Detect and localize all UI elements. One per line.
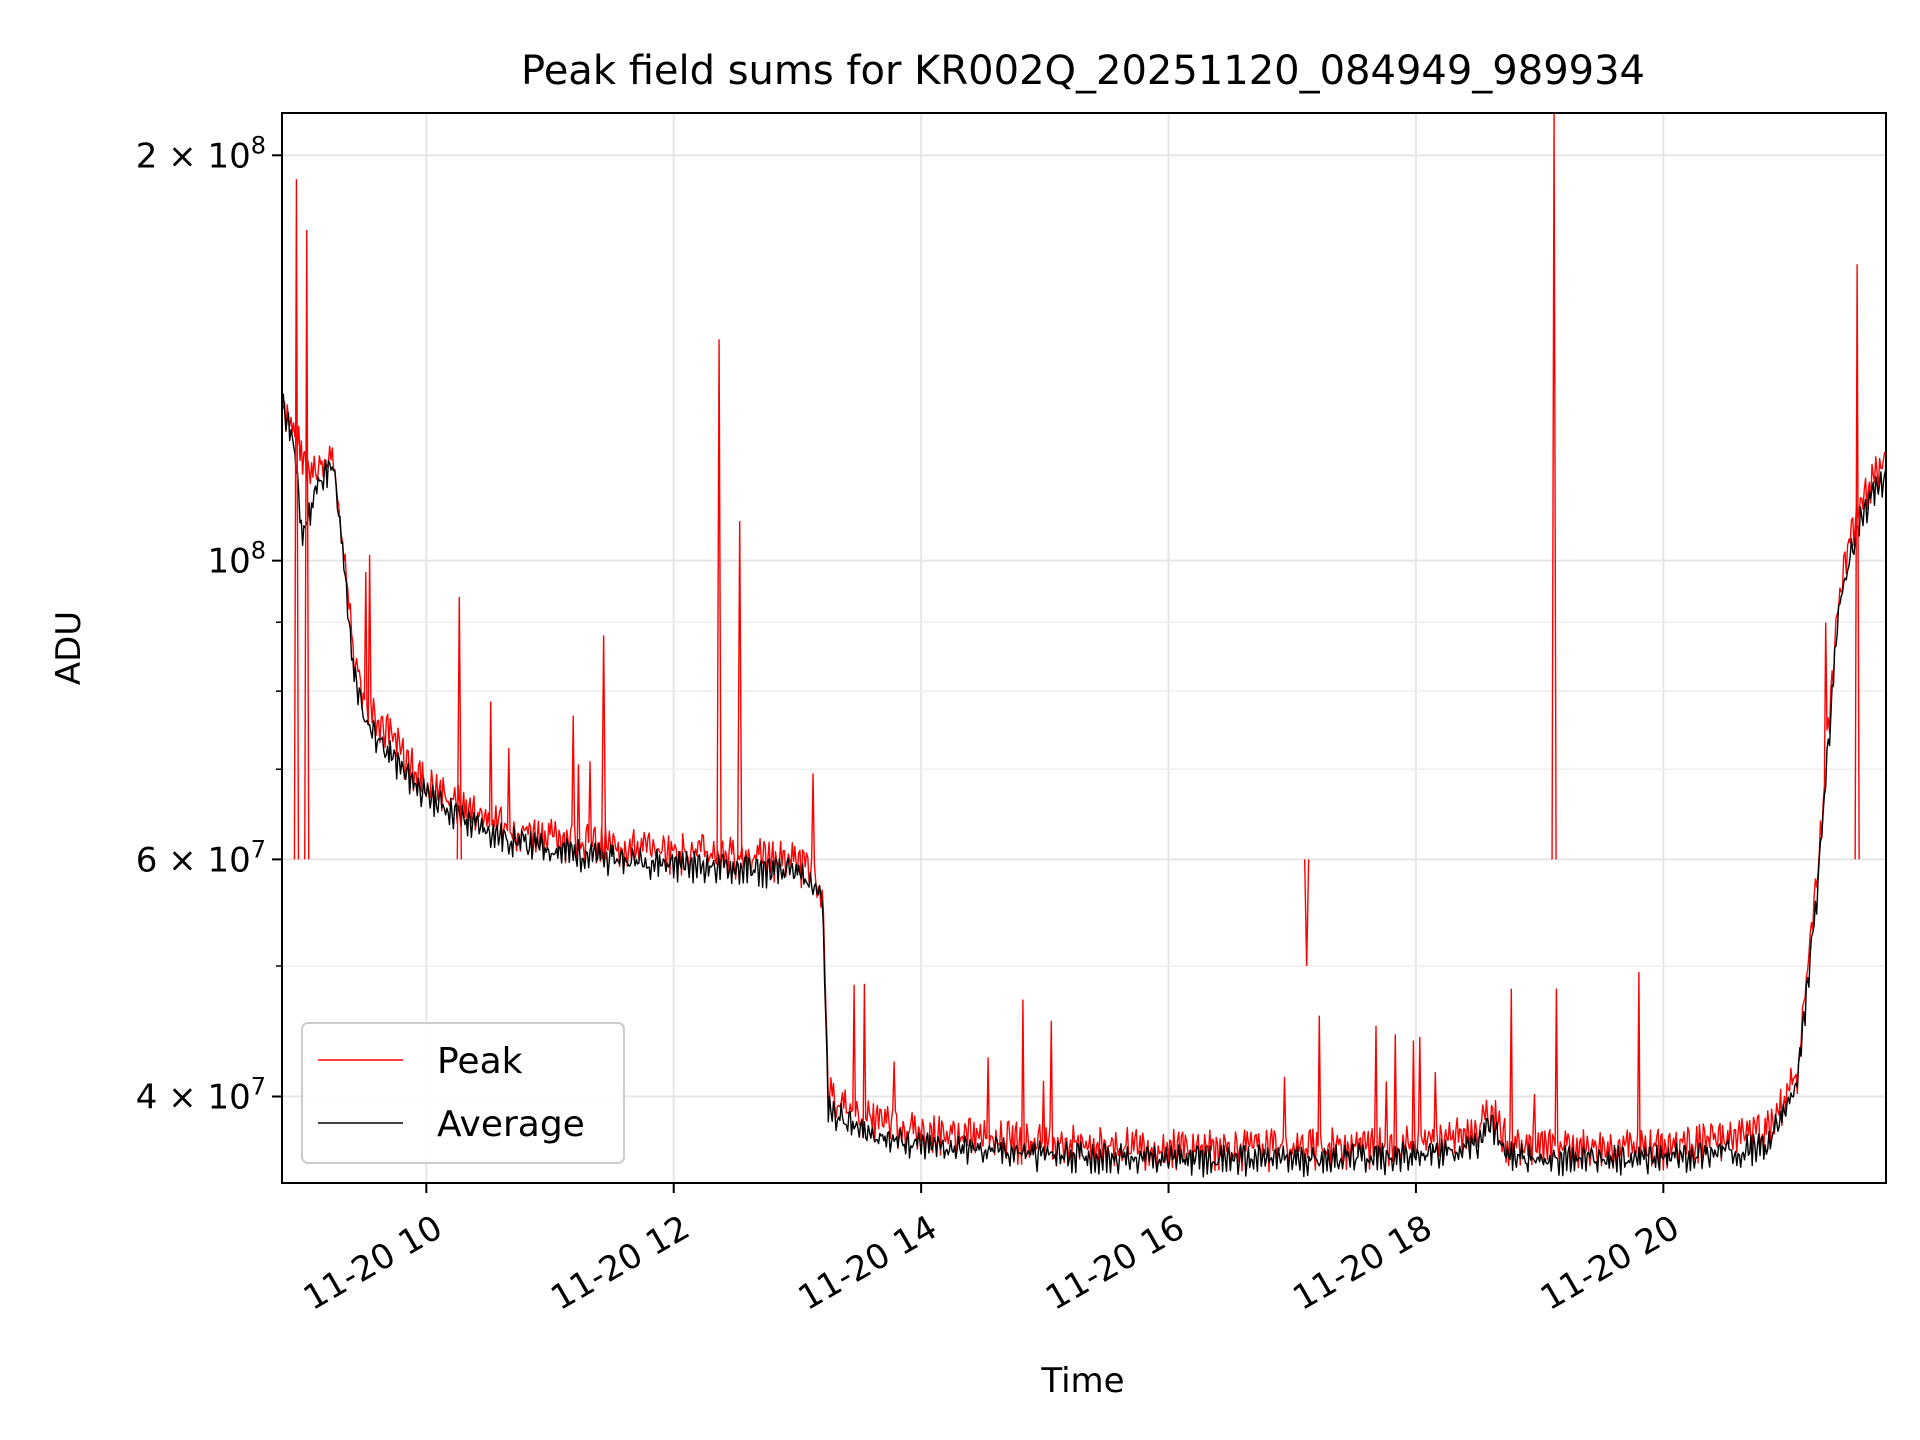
y-tick-base-1: 6 × 10	[136, 840, 251, 880]
peak-spike-6	[1303, 859, 1310, 967]
legend-peak-label: Peak	[437, 1041, 523, 1082]
peak-spike-2	[456, 596, 463, 860]
peak-spike-5	[736, 521, 743, 860]
chart-title: Peak field sums for KR002Q_20251120_0849…	[521, 48, 1645, 94]
legend-average-label: Average	[437, 1104, 585, 1145]
y-tick-label-0: 4 × 107	[136, 1072, 266, 1117]
y-tick-exponent-3: 8	[251, 131, 266, 159]
y-tick-exponent-2: 8	[251, 537, 266, 565]
series-line-peak	[282, 401, 1886, 1173]
y-axis-label: ADU	[49, 611, 89, 685]
y-tick-label-2: 108	[207, 537, 266, 582]
plot-frame	[281, 112, 1887, 1184]
y-tick-base-2: 10	[207, 542, 250, 582]
y-tick-label-1: 6 × 107	[136, 835, 266, 880]
y-tick-exponent-0: 7	[251, 1072, 266, 1100]
series-line-average	[282, 393, 1886, 1178]
grid-lines	[282, 113, 1886, 1183]
peak-spike-8	[1854, 264, 1860, 860]
peak-spike-3	[600, 635, 607, 860]
y-tick-label-3: 2 × 108	[136, 131, 266, 176]
peak-spike-0	[293, 179, 300, 860]
y-tick-exponent-1: 7	[251, 835, 266, 863]
series-layer	[282, 113, 1886, 1178]
x-axis-label: Time	[1040, 1361, 1124, 1401]
peak-spike-4	[716, 339, 722, 860]
peak-spike-7	[1551, 113, 1557, 860]
legend-box	[301, 1022, 625, 1164]
legend: Peak Average	[301, 1022, 625, 1164]
y-tick-base-0: 4 × 10	[136, 1077, 251, 1117]
peak-spike-1	[304, 230, 310, 860]
y-tick-base-3: 2 × 10	[136, 136, 251, 176]
